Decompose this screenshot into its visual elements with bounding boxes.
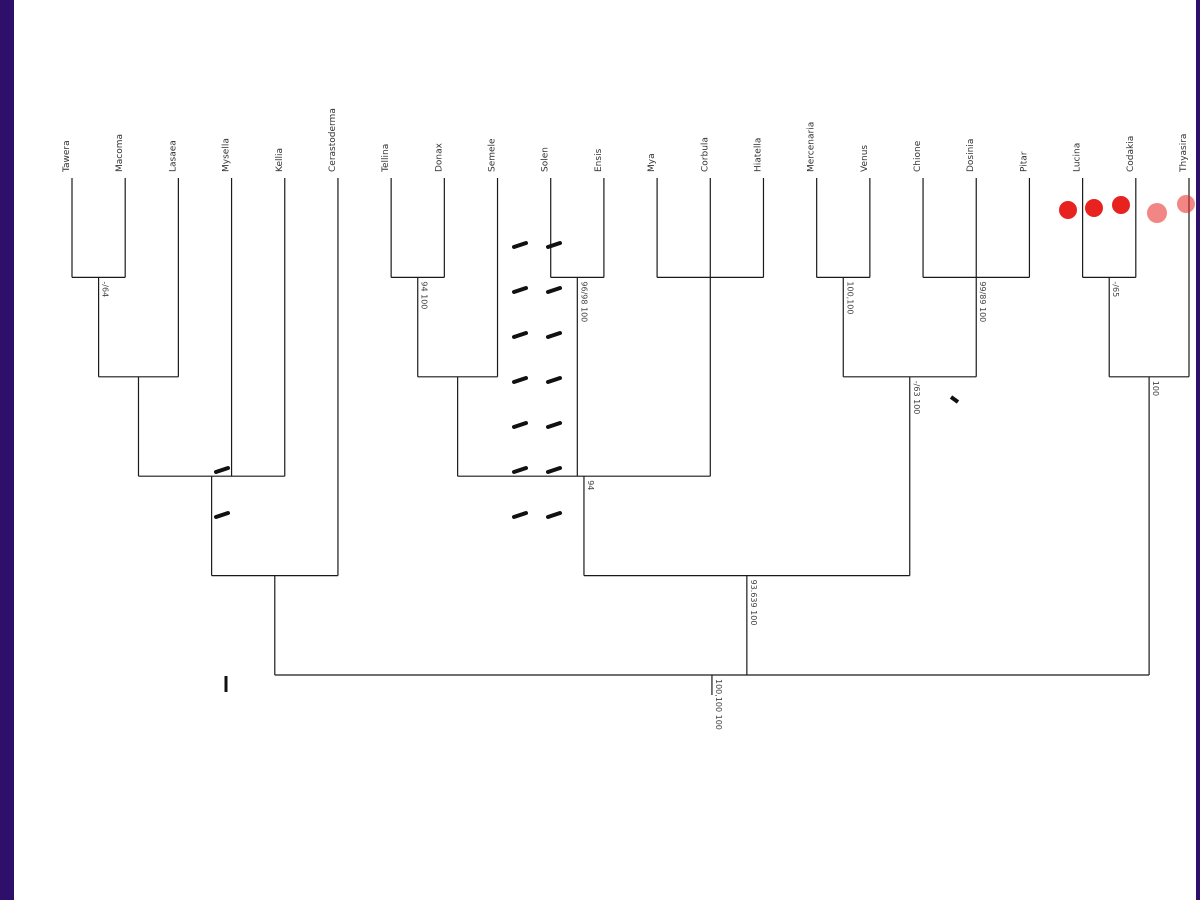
taxon-label-0: Tawera: [62, 140, 72, 173]
support-value-1: 94 100: [420, 281, 429, 309]
support-value-4: 100,100: [845, 281, 854, 314]
hatch-mark-2-2: [512, 331, 528, 339]
hatch-mark-2-5: [512, 466, 528, 474]
hatch-mark-3-5: [546, 466, 562, 474]
hatch-mark-3-3: [546, 376, 562, 384]
support-value-7: 93.639 100: [749, 580, 758, 626]
hatch-mark-2-1: [512, 286, 528, 294]
frame-left-border: [0, 0, 14, 900]
hatch-mark-3-2: [546, 331, 562, 339]
taxon-label-5: Cerastoderma: [328, 108, 338, 172]
clade-hatch-mark: [949, 395, 960, 404]
highlight-mark-1: [1085, 199, 1103, 217]
highlight-mark-3: [1147, 203, 1167, 223]
support-value-10: 100,100 100: [714, 679, 723, 730]
taxon-label-4: Kellia: [275, 148, 285, 172]
support-value-8: -/65: [1111, 281, 1120, 297]
support-value-6: -/63 100: [912, 381, 921, 415]
support-value-9: 100: [1151, 381, 1160, 396]
support-value-5: 99/89 100: [978, 281, 987, 322]
hatch-mark-3-1: [546, 286, 562, 294]
hatch-mark-3-0: [546, 241, 562, 249]
hatch-mark-2-3: [512, 376, 528, 384]
taxon-label-15: Venus: [860, 145, 870, 172]
taxon-label-18: Pitar: [1019, 151, 1029, 172]
taxon-label-8: Semele: [488, 138, 498, 172]
taxon-label-10: Ensis: [594, 148, 604, 172]
taxon-label-3: Mysella: [222, 138, 232, 172]
support-value-3: 94: [586, 480, 595, 490]
taxon-label-21: Thyasira: [1179, 134, 1189, 173]
hatch-mark-2-6: [512, 511, 528, 519]
hatch-mark-3-4: [546, 421, 562, 429]
highlight-mark-4: [1177, 195, 1195, 213]
taxon-label-13: Hiatella: [753, 138, 763, 172]
taxon-label-2: Lasaea: [168, 140, 178, 172]
support-value-2: 96/98 100: [579, 281, 588, 322]
frame-right-border: [1196, 0, 1200, 900]
hatch-mark-1-5: [214, 466, 230, 474]
hatch-mark-2-0: [512, 241, 528, 249]
highlight-mark-2: [1112, 196, 1130, 214]
hatch-mark-1-6: [214, 511, 230, 519]
phylogenetic-tree-area: -/64 94 100 96/98 100 94 100,100 99/89 100 -/6…: [14, 0, 1196, 900]
taxon-label-19: Lucina: [1073, 143, 1083, 172]
tree-branches: [71, 178, 1190, 695]
taxon-label-11: Mya: [647, 153, 657, 172]
taxon-label-20: Codakia: [1126, 136, 1136, 172]
taxon-label-7: Donax: [434, 142, 444, 172]
taxon-label-6: Tellina: [381, 144, 391, 173]
hatch-mark-2-4: [512, 421, 528, 429]
taxon-label-16: Chione: [913, 140, 923, 172]
taxon-label-12: Corbula: [700, 137, 710, 172]
taxon-label-1: Macoma: [115, 134, 125, 172]
highlight-mark-0: [1059, 201, 1077, 219]
taxon-label-9: Solen: [541, 147, 551, 172]
taxon-label-17: Dosinia: [966, 139, 976, 172]
tree-labels: -/64 94 100 96/98 100 94 100,100 99/89 100 -/6…: [62, 108, 1189, 730]
phylogenetic-tree: -/64 94 100 96/98 100 94 100,100 99/89 100 -/6…: [62, 108, 1195, 730]
tree-annotations: [214, 195, 1195, 692]
hatch-mark-3-6: [546, 511, 562, 519]
support-value-0: -/64: [101, 281, 110, 297]
taxon-label-14: Mercenaria: [807, 122, 817, 172]
